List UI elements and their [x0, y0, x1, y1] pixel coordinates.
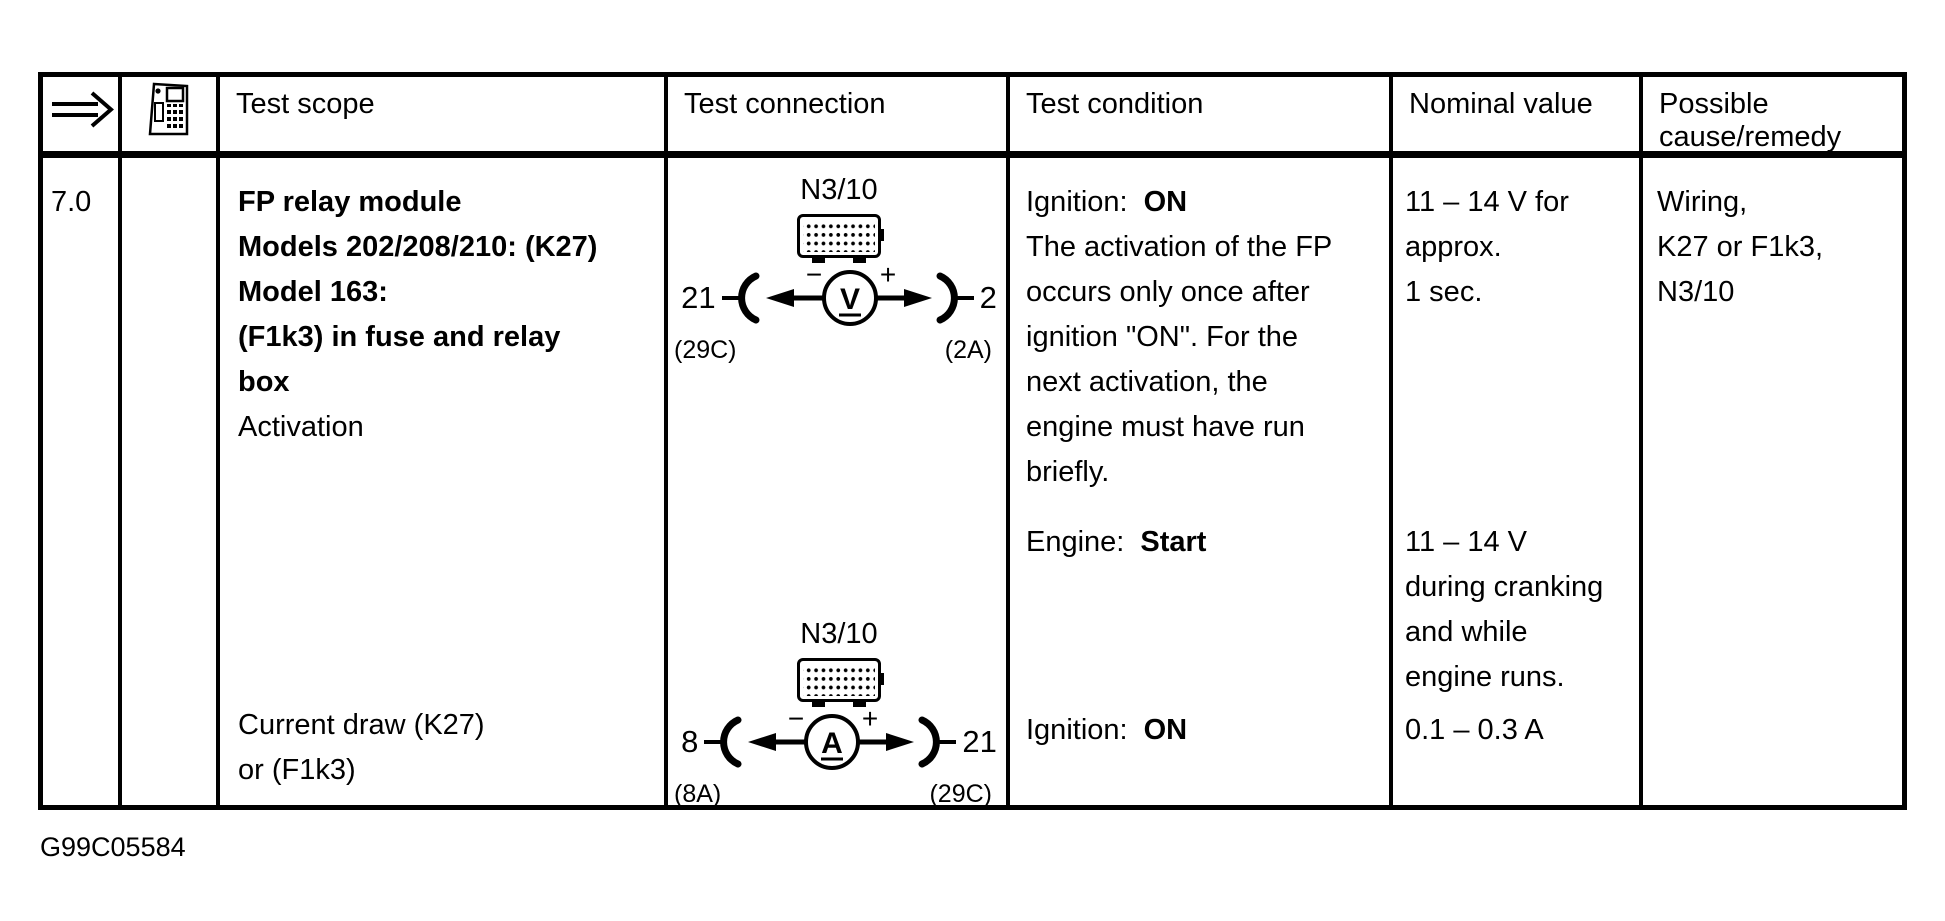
right-socket-crescent [936, 272, 958, 324]
meter-plus-label: + [862, 706, 878, 734]
connection-diagram-voltage: N3/10 21 [674, 172, 1004, 365]
meter-row: 21 V − + [674, 262, 1004, 334]
header-cell-test-connection: Test connection [668, 77, 1010, 151]
header-cell-tester [122, 77, 220, 151]
column-title: Test connection [684, 88, 886, 120]
right-probe-arrow [886, 733, 915, 751]
meter-minus-label: − [805, 262, 821, 290]
right-pin-number: 21 [962, 724, 997, 759]
right-socket-crescent [918, 716, 941, 768]
connector-notch [880, 229, 884, 241]
left-socket-label: (8A) [674, 780, 722, 805]
nominal-block-1: 11 – 14 V for approx. 1 sec. [1405, 186, 1569, 308]
left-pin-number: 21 [681, 280, 716, 315]
header-cell-test-scope: Test scope [220, 77, 668, 151]
header-cell-possible-cause: Possible cause/remedy [1643, 77, 1902, 151]
scope-subtitle: Activation [238, 411, 364, 443]
cell-nominal-value: 11 – 14 V for approx. 1 sec. 11 – 14 V d… [1393, 158, 1643, 805]
possible-cause-text: Wiring, K27 or F1k3, N3/10 [1657, 186, 1824, 308]
figure-number: G99C05584 [40, 832, 186, 862]
column-title: Nominal value [1409, 88, 1593, 120]
table-header-row: Test scope Test connection Test conditio… [43, 77, 1902, 158]
nominal-block-3: 0.1 – 0.3 A [1405, 714, 1544, 746]
hand-held-tester-icon [146, 81, 192, 147]
condition-value: ON [1143, 714, 1188, 746]
meter-letter: V [840, 283, 860, 316]
condition-label: Engine: [1026, 526, 1125, 558]
meter-letter: A [822, 727, 844, 760]
test-table: Test scope Test connection Test conditio… [38, 72, 1907, 810]
connector-foot [853, 258, 866, 263]
connector-icon [797, 658, 884, 707]
meter-plus-label: + [879, 262, 895, 290]
condition-label: Ignition: [1026, 714, 1128, 746]
left-probe-arrow [765, 289, 794, 307]
socket-labels: (8A) (29C) [674, 780, 1004, 805]
connector-pins [803, 664, 875, 696]
cell-possible-cause: Wiring, K27 or F1k3, N3/10 [1643, 158, 1902, 805]
connector-foot [812, 702, 825, 707]
cell-step: 7.0 [43, 158, 122, 805]
connector-notch [880, 673, 884, 685]
right-probe-arrow [903, 289, 932, 307]
column-title: Possible cause/remedy [1659, 88, 1842, 151]
step-number: 7.0 [51, 186, 92, 218]
header-cell-arrow [43, 77, 122, 151]
column-title: Test condition [1026, 88, 1204, 120]
socket-labels: (29C) (2A) [674, 336, 1004, 365]
condition-line: Ignition: ON [1026, 180, 1382, 225]
right-pin-number: 2 [979, 280, 997, 315]
table-body-row: 7.0 FP relay module Models 202/208/210: … [43, 158, 1902, 805]
scope-title: FP relay module Models 202/208/210: (K27… [238, 186, 598, 398]
right-socket-label: (2A) [944, 336, 992, 364]
header-cell-nominal-value: Nominal value [1393, 77, 1643, 151]
connector-pins [803, 220, 875, 252]
condition-block-1: Ignition: ON The activation of the FP occ… [1026, 180, 1382, 495]
connector-icon [797, 214, 884, 263]
nominal-block-2: 11 – 14 V during cranking and while engi… [1405, 526, 1604, 693]
column-title: Test scope [236, 88, 375, 120]
left-socket-label: (29C) [674, 336, 737, 364]
left-probe-arrow [748, 733, 777, 751]
cell-test-condition: Ignition: ON The activation of the FP occ… [1010, 158, 1393, 805]
condition-value: ON [1143, 186, 1188, 218]
meter-row: 8 A − + [674, 706, 1004, 778]
meter-minus-label: − [788, 706, 804, 734]
left-socket-crescent [737, 272, 760, 324]
condition-text: The activation of the FP occurs only onc… [1026, 231, 1333, 488]
ammeter-symbol: A − + [704, 706, 957, 770]
condition-block-3: Ignition: ON [1026, 708, 1187, 753]
double-right-arrow-icon [48, 89, 114, 139]
voltmeter-symbol: V − + [721, 262, 974, 326]
left-pin-number: 8 [681, 724, 699, 759]
scope-second-item: Current draw (K27) or (F1k3) [238, 709, 485, 786]
component-label: N3/10 [800, 618, 878, 650]
condition-value: Start [1140, 526, 1207, 558]
right-socket-label: (29C) [929, 780, 992, 805]
connector-foot [853, 702, 866, 707]
component-label: N3/10 [800, 174, 878, 206]
connector-foot [812, 258, 825, 263]
cell-tester-empty [122, 158, 220, 805]
left-socket-crescent [720, 716, 742, 768]
cell-test-connection: N3/10 21 [668, 158, 1010, 805]
condition-label: Ignition: [1026, 186, 1128, 218]
cell-test-scope: FP relay module Models 202/208/210: (K27… [220, 158, 668, 805]
connection-diagram-current: N3/10 8 [674, 616, 1004, 805]
condition-block-2: Engine: Start [1026, 520, 1206, 565]
header-cell-test-condition: Test condition [1010, 77, 1393, 151]
